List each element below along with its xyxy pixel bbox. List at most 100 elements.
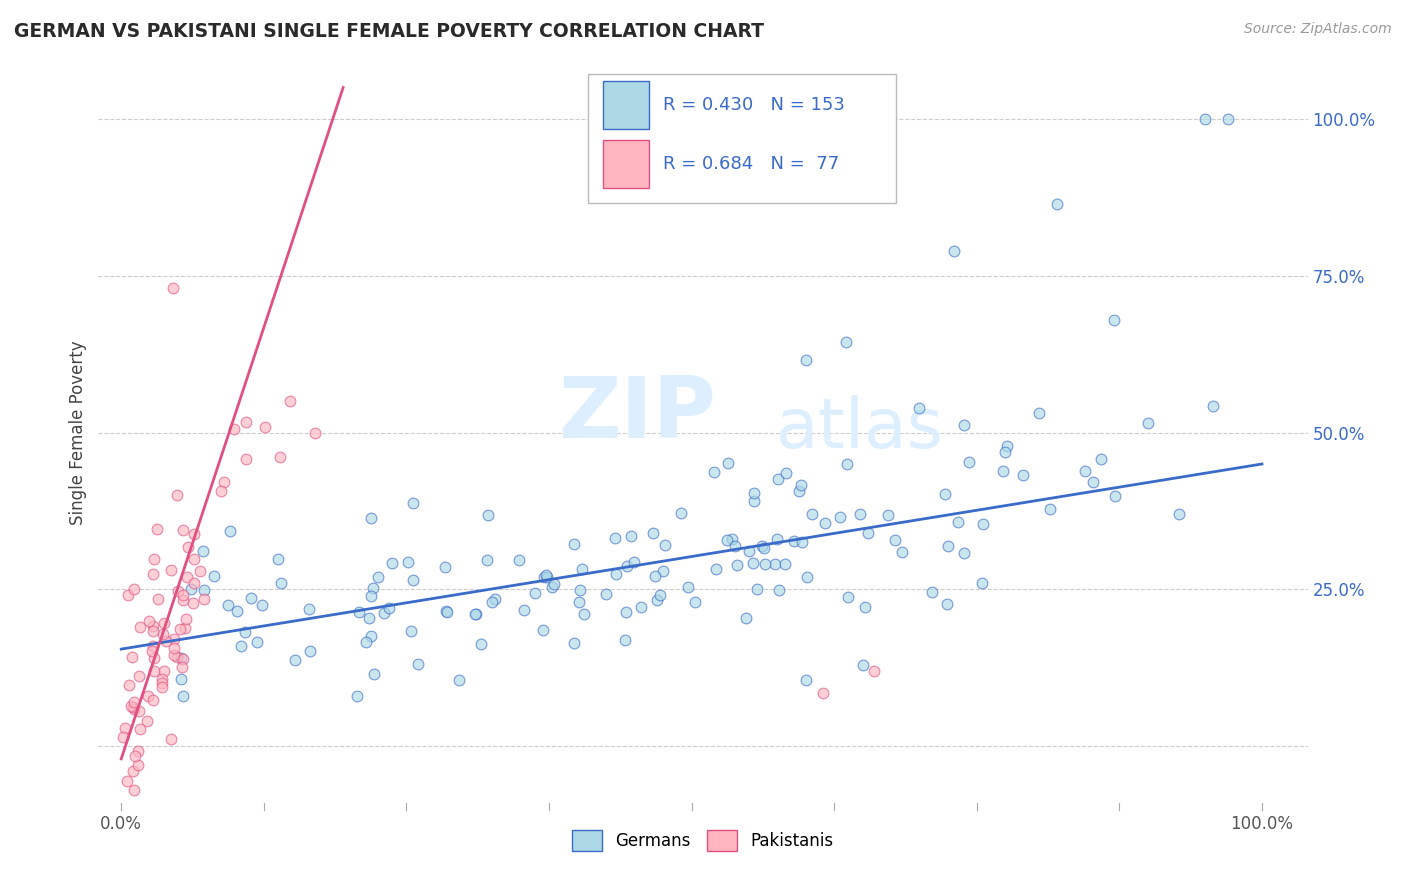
- Point: [747, 582, 769, 596]
- Point: [367, 569, 389, 583]
- Point: [162, 281, 184, 295]
- Point: [212, 475, 235, 489]
- Point: [464, 607, 486, 622]
- Point: [193, 591, 215, 606]
- Point: [734, 611, 756, 625]
- Point: [477, 508, 499, 522]
- Point: [1194, 112, 1216, 126]
- Point: [523, 585, 546, 599]
- Point: [908, 401, 931, 416]
- Point: [354, 635, 377, 649]
- Legend: Germans, Pakistanis: Germans, Pakistanis: [565, 823, 841, 857]
- Point: [855, 600, 877, 615]
- Point: [470, 637, 492, 651]
- Point: [172, 652, 194, 666]
- Point: [936, 597, 959, 611]
- Point: [605, 567, 627, 582]
- Point: [562, 537, 585, 551]
- Point: [1011, 467, 1033, 482]
- Point: [226, 604, 249, 618]
- Point: [284, 653, 307, 667]
- Point: [813, 516, 835, 530]
- Point: [449, 673, 471, 687]
- Point: [183, 576, 205, 591]
- Point: [269, 450, 291, 464]
- Point: [936, 539, 959, 553]
- Point: [231, 639, 253, 653]
- Point: [811, 686, 834, 700]
- Point: [211, 484, 233, 499]
- Point: [643, 526, 665, 541]
- Point: [884, 533, 907, 547]
- Point: [378, 601, 401, 615]
- Point: [994, 445, 1017, 459]
- Point: [246, 635, 269, 649]
- Point: [267, 552, 290, 566]
- Point: [148, 592, 170, 607]
- Point: [169, 622, 191, 636]
- Point: [676, 580, 699, 594]
- Point: [136, 689, 159, 703]
- Point: [534, 568, 557, 582]
- Point: [1102, 312, 1125, 326]
- Point: [143, 552, 166, 566]
- Point: [222, 422, 245, 436]
- Point: [172, 588, 194, 602]
- Point: [953, 545, 976, 559]
- Point: [128, 704, 150, 718]
- Point: [434, 559, 457, 574]
- Point: [775, 466, 797, 480]
- Point: [176, 570, 198, 584]
- Point: [136, 714, 159, 728]
- Point: [837, 457, 859, 471]
- Point: [1083, 475, 1105, 490]
- Point: [155, 634, 177, 648]
- Point: [481, 594, 503, 608]
- Point: [794, 353, 817, 368]
- Point: [751, 540, 773, 554]
- Point: [142, 664, 165, 678]
- Point: [834, 334, 856, 349]
- Point: [775, 557, 797, 571]
- Point: [783, 534, 806, 549]
- Point: [346, 689, 368, 703]
- Point: [1074, 464, 1097, 478]
- Point: [704, 562, 727, 576]
- Point: [124, 748, 146, 763]
- Point: [543, 576, 565, 591]
- Point: [801, 507, 824, 521]
- Point: [193, 582, 215, 597]
- Point: [796, 570, 818, 584]
- Point: [146, 523, 169, 537]
- Point: [794, 673, 817, 688]
- Point: [972, 516, 994, 531]
- Point: [738, 544, 761, 558]
- Point: [172, 689, 194, 703]
- Point: [402, 496, 425, 510]
- Point: [877, 508, 900, 522]
- Point: [160, 563, 183, 577]
- Point: [172, 592, 194, 607]
- Point: [513, 603, 536, 617]
- Point: [118, 678, 141, 692]
- Point: [890, 545, 912, 559]
- Point: [360, 629, 382, 643]
- Point: [948, 516, 970, 530]
- Point: [1028, 406, 1050, 420]
- Point: [942, 244, 965, 258]
- Point: [754, 541, 776, 555]
- FancyBboxPatch shape: [588, 73, 897, 203]
- Text: Source: ZipAtlas.com: Source: ZipAtlas.com: [1244, 22, 1392, 37]
- Point: [763, 557, 786, 571]
- Point: [160, 731, 183, 746]
- Point: [717, 456, 740, 470]
- Point: [172, 523, 194, 537]
- Point: [1136, 416, 1159, 430]
- Point: [508, 552, 530, 566]
- Point: [651, 564, 673, 578]
- Point: [167, 583, 190, 598]
- Point: [766, 472, 789, 486]
- Point: [183, 552, 205, 566]
- Point: [465, 607, 488, 621]
- Point: [299, 644, 322, 658]
